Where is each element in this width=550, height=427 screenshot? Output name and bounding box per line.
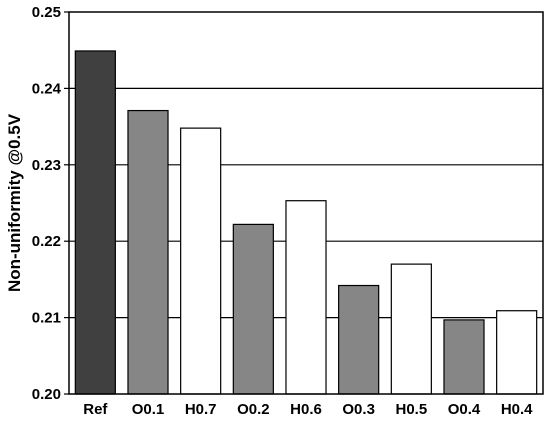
bar-ref bbox=[74, 50, 116, 395]
y-tick-label: 0.22 bbox=[32, 233, 61, 250]
x-category-label: H0.7 bbox=[185, 401, 217, 418]
y-tick-label: 0.23 bbox=[32, 157, 61, 174]
bar-h0-5 bbox=[390, 263, 432, 395]
x-category-label: O0.2 bbox=[237, 401, 270, 418]
bar-h0-4 bbox=[496, 310, 538, 395]
bar-o0-1 bbox=[127, 109, 169, 395]
bar-o0-3 bbox=[338, 284, 380, 395]
x-axis-category-labels: Ref O0.1 H0.7 O0.2 H0.6 O0.3 H0.5 O0.4 H0.4 bbox=[83, 401, 533, 418]
x-category-label: Ref bbox=[83, 401, 108, 418]
bar-h0-6 bbox=[285, 200, 327, 395]
x-category-label: O0.1 bbox=[132, 401, 165, 418]
x-category-label: H0.6 bbox=[290, 401, 322, 418]
y-tick-label: 0.21 bbox=[32, 310, 61, 327]
bar-h0-7 bbox=[180, 127, 222, 395]
x-category-label: H0.4 bbox=[501, 401, 533, 418]
bars bbox=[74, 50, 538, 395]
y-tick-label: 0.25 bbox=[32, 4, 61, 21]
x-category-label: O0.3 bbox=[342, 401, 375, 418]
x-category-label: H0.5 bbox=[395, 401, 427, 418]
plot-area-frame bbox=[68, 11, 544, 395]
y-tick-label: 0.24 bbox=[32, 80, 62, 97]
y-axis-ticks: 0.20 0.21 0.22 0.23 0.24 0.25 bbox=[32, 4, 69, 403]
x-category-label: O0.4 bbox=[448, 401, 481, 418]
bar-o0-4 bbox=[443, 319, 485, 395]
y-tick-label: 0.20 bbox=[32, 386, 61, 403]
bar-o0-2 bbox=[232, 223, 274, 395]
y-axis-title: Non-uniformity @0.5V bbox=[5, 113, 24, 292]
